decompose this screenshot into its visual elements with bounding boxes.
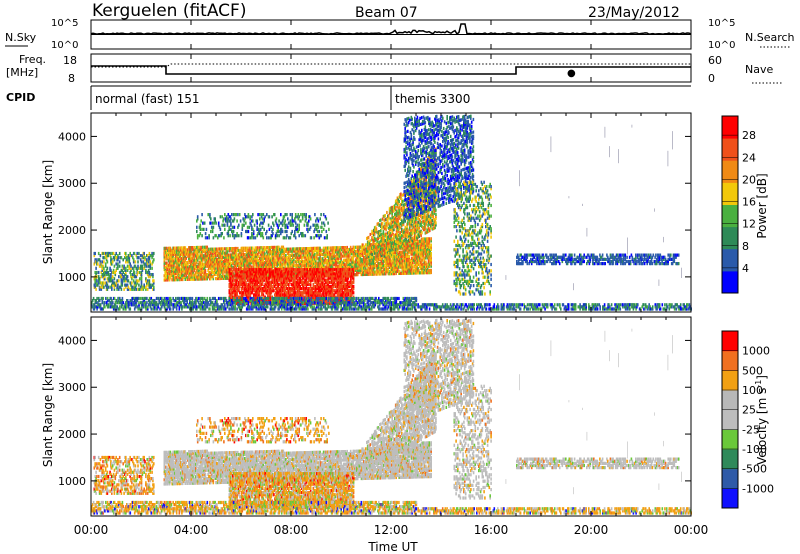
- beam-title: Beam 07: [355, 5, 418, 21]
- power-cell: [429, 237, 431, 240]
- power-cell: [252, 247, 254, 250]
- n-search-label: N.Search: [745, 31, 795, 44]
- n-search-tick-top: 10^5: [708, 18, 735, 29]
- n-search-tick-bottom: 10^0: [708, 40, 735, 51]
- cpid-panel: CPID normal (fast) 151 themis 3300: [6, 86, 691, 110]
- nave-tick-top: 60: [708, 54, 722, 67]
- power-cell: [340, 252, 342, 255]
- power-cell: [269, 268, 271, 271]
- power-cell: [322, 268, 324, 271]
- power-cell: [236, 268, 238, 271]
- power-cell: [251, 268, 253, 271]
- power-cell: [334, 268, 336, 271]
- power-cell: [430, 244, 432, 247]
- n-sky-tick-bottom: 10^0: [51, 40, 78, 51]
- power-cell: [173, 257, 175, 260]
- power-cell: [273, 289, 275, 292]
- power-cell: [185, 257, 187, 260]
- noise-panel: N.Sky 10^5 10^0 10^5 10^0 N.Search: [5, 18, 795, 51]
- power-cell: [174, 247, 176, 250]
- cpid-mode-normal: normal (fast) 151: [95, 92, 199, 106]
- power-heatmap: [91, 115, 692, 311]
- cpid-mode-themis: themis 3300: [395, 92, 470, 106]
- power-cell: [353, 246, 355, 249]
- power-cell: [230, 268, 232, 271]
- freq-tick-bottom: 8: [68, 72, 75, 85]
- power-cell: [430, 237, 432, 240]
- power-cell: [224, 247, 226, 250]
- power-cell: [203, 263, 205, 266]
- freq-label: Freq.: [19, 53, 46, 66]
- power-cell: [205, 269, 207, 272]
- power-cell: [320, 249, 322, 252]
- n-sky-label: N.Sky: [5, 31, 37, 44]
- nave-label: Nave: [745, 63, 773, 76]
- nave-tick-bottom: 0: [708, 72, 715, 85]
- power-cell: [288, 248, 290, 251]
- power-cell: [409, 255, 411, 258]
- power-cell: [337, 246, 339, 249]
- frequency-panel: ● Freq. [MHz] 18 8 60 0 Nave: [6, 53, 782, 85]
- power-cell: [227, 247, 229, 250]
- power-cell: [328, 246, 330, 249]
- power-cell: [365, 243, 367, 246]
- power-cell: [430, 252, 432, 255]
- power-cell: [430, 269, 432, 272]
- cpid-label: CPID: [6, 91, 35, 104]
- date-title: 23/May/2012: [588, 5, 680, 21]
- freq-unit-label: [MHz]: [6, 66, 38, 79]
- power-cell: [222, 247, 224, 250]
- freq-tick-top: 18: [63, 54, 77, 67]
- station-title: Kerguelen (fitACF): [92, 1, 246, 21]
- n-sky-tick-top: 10^5: [51, 18, 78, 29]
